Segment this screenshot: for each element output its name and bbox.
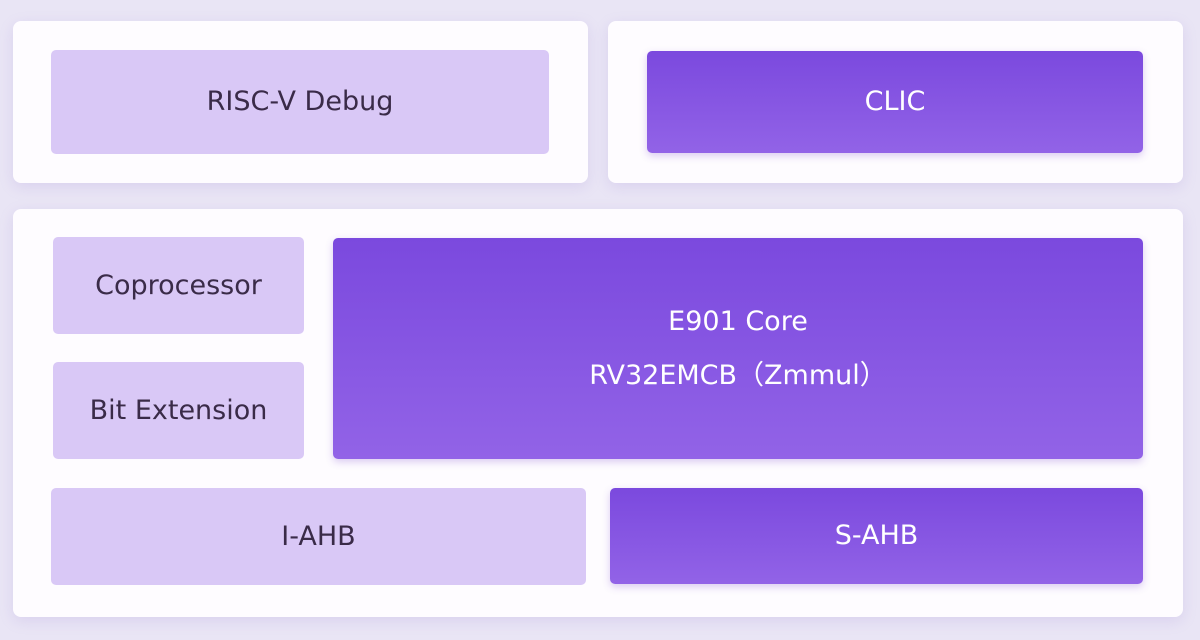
core-isa: RV32EMCB（Zmmul） [589,359,887,391]
clic-label: CLIC [864,86,926,117]
clic-block: CLIC [647,51,1143,153]
s-ahb-label: S-AHB [834,520,919,551]
i-ahb-label: I-AHB [281,520,356,552]
risc-v-debug-block: RISC-V Debug [51,50,549,154]
e901-core-block: E901 Core RV32EMCB（Zmmul） [333,238,1143,459]
coprocessor-label: Coprocessor [95,269,262,301]
core-title: E901 Core [668,305,808,337]
s-ahb-block: S-AHB [610,488,1143,584]
bit-extension-label: Bit Extension [89,394,268,426]
coprocessor-block: Coprocessor [53,237,304,334]
risc-v-debug-label: RISC-V Debug [206,86,394,117]
bit-extension-block: Bit Extension [53,362,304,459]
i-ahb-block: I-AHB [51,488,586,585]
